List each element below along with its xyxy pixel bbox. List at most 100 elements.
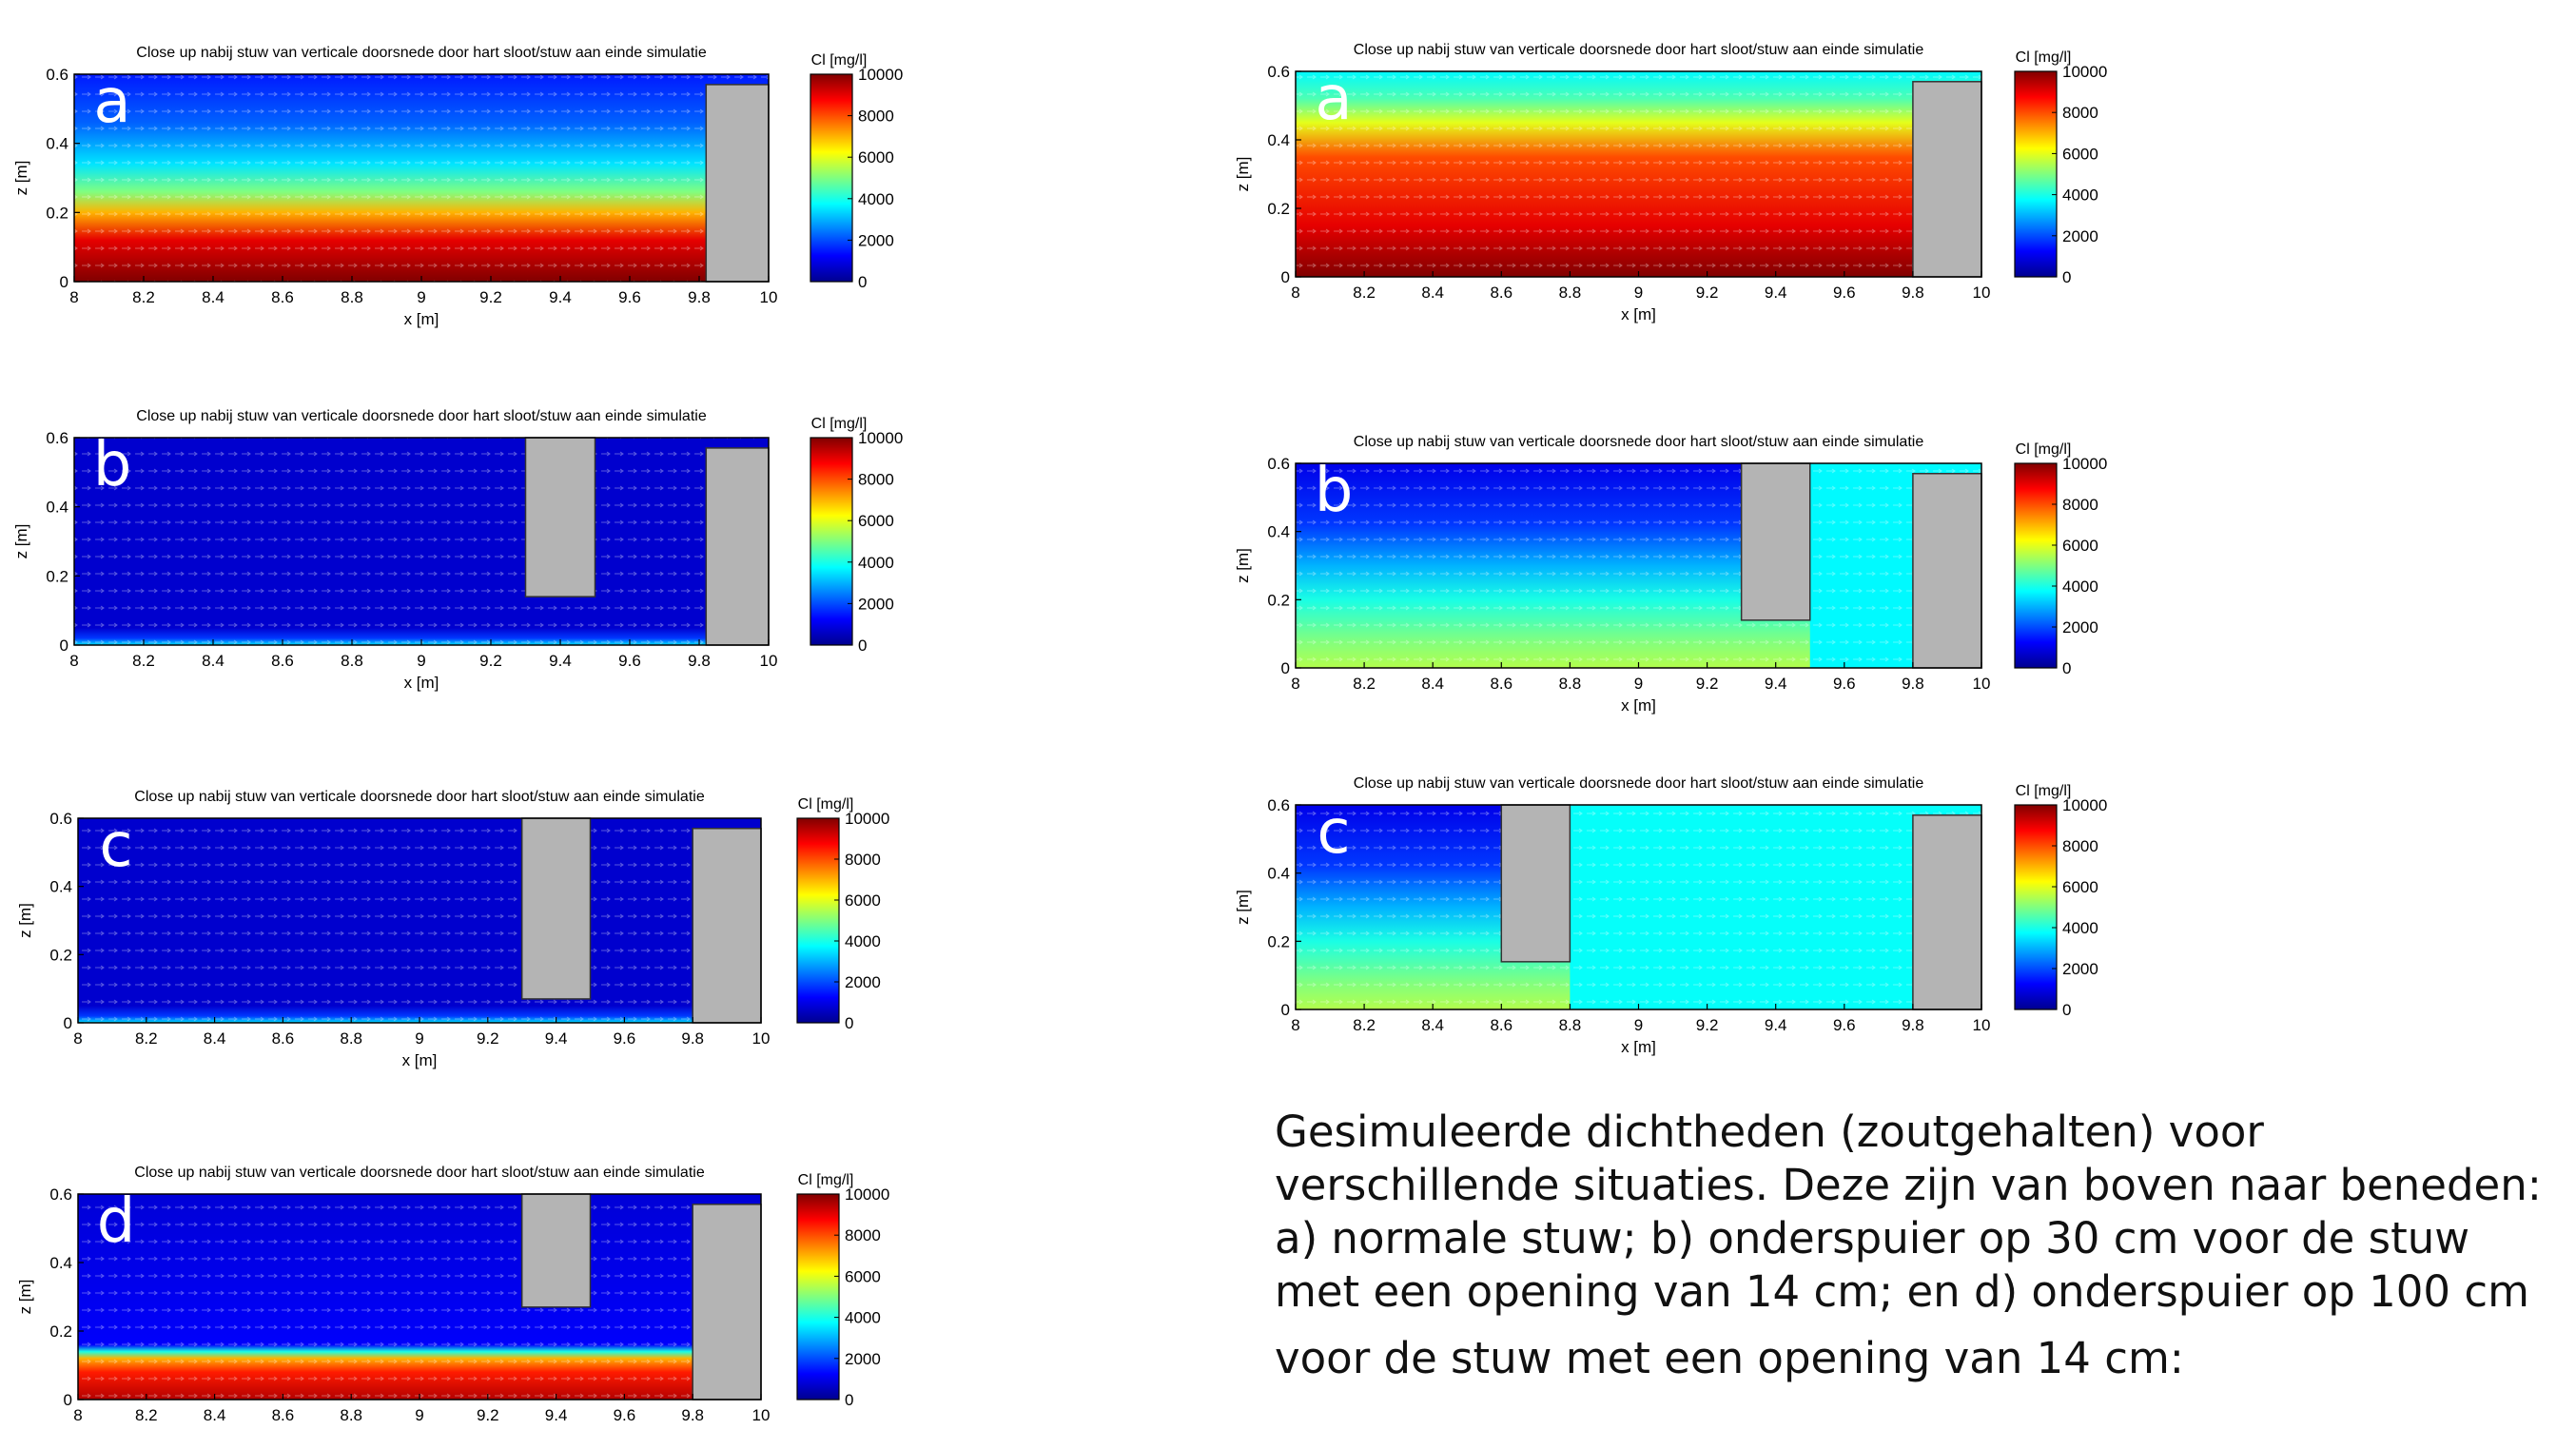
x-tick-label: 8 (1291, 1016, 1299, 1034)
colorbar-tick-label: 2000 (2062, 618, 2098, 637)
x-tick-label: 8.4 (1421, 675, 1444, 693)
x-tick-label: 10 (752, 1029, 771, 1048)
weir (1912, 814, 1982, 1010)
chart-panel-7: 8 8.2 8.4 8.6 8.8 9 9.2 9.4 9.6 9.8 10 0 0.2 0.4 0.6 x … (1234, 775, 2107, 1056)
colorbar-tick-label: 4000 (845, 932, 881, 950)
x-tick-label: 9.2 (1696, 1016, 1719, 1034)
colorbar-tick-label: 8000 (845, 1226, 881, 1244)
colorbar-tick-label: 8000 (2062, 496, 2098, 514)
x-tick-label: 8.4 (202, 288, 224, 306)
x-tick-label: 8.4 (1421, 284, 1444, 302)
y-tick-label: 0.4 (1267, 131, 1290, 149)
x-tick-label: 10 (1973, 675, 1991, 693)
y-tick-label: 0.6 (1267, 63, 1290, 81)
x-axis-label: x [m] (1621, 696, 1656, 715)
x-tick-label: 8.4 (1421, 1016, 1444, 1034)
chart-title: Close up nabij stuw van verticale doorsn… (1354, 434, 1924, 450)
chart-panel-2: 8 8.2 8.4 8.6 8.8 9 9.2 9.4 9.6 9.8 10 0 0.2 0.4 0.6 x … (12, 408, 903, 692)
colorbar (2014, 462, 2058, 669)
underflow-gate (1740, 462, 1811, 621)
chart-panel-3: 8 8.2 8.4 8.6 8.8 9 9.2 9.4 9.6 9.8 10 0 0.2 0.4 0.6 x … (16, 789, 889, 1069)
chart-title: Close up nabij stuw van verticale doorsn… (134, 789, 705, 805)
x-tick-label: 9 (1634, 284, 1643, 302)
y-tick-label: 0.2 (46, 204, 68, 222)
y-tick-label: 0.4 (1267, 865, 1290, 883)
colorbar-tick-label: 2000 (845, 973, 881, 991)
y-tick-label: 0 (64, 1391, 72, 1409)
y-tick-label: 0 (60, 273, 68, 291)
x-tick-label: 8.4 (204, 1029, 226, 1048)
colorbar-tick-label: 6000 (2062, 878, 2098, 896)
colorbar-tick-label: 0 (858, 637, 867, 655)
y-tick-label: 0 (60, 637, 68, 655)
x-axis-label: x [m] (1621, 305, 1656, 323)
velocity-vectors (74, 74, 769, 282)
colorbar-tick-label: 0 (2062, 659, 2071, 677)
x-tick-label: 9.6 (1833, 675, 1856, 693)
colorbar-tick-label: 0 (845, 1014, 853, 1032)
x-tick-label: 9.8 (681, 1406, 704, 1424)
x-tick-label: 8.8 (340, 1406, 362, 1424)
y-tick-label: 0 (1281, 268, 1290, 286)
colorbar-tick-label: 2000 (858, 595, 894, 613)
x-tick-label: 9.8 (1902, 284, 1924, 302)
colorbar-tick-label: 4000 (858, 554, 894, 572)
y-tick-label: 0 (64, 1014, 72, 1032)
colorbar-tick-label: 6000 (845, 891, 881, 910)
x-tick-label: 8.2 (135, 1029, 158, 1048)
x-tick-label: 9.4 (549, 652, 572, 670)
colorbar-tick-label: 6000 (2062, 537, 2098, 555)
x-tick-label: 9 (1634, 675, 1643, 693)
y-tick-label: 0.6 (46, 429, 68, 447)
x-tick-label: 9.2 (477, 1029, 499, 1048)
x-tick-label: 9.4 (545, 1029, 568, 1048)
x-tick-label: 9.8 (688, 652, 711, 670)
colorbar (2014, 70, 2058, 278)
x-tick-label: 9.2 (479, 288, 502, 306)
velocity-vectors (78, 818, 761, 1023)
colorbar (2014, 804, 2058, 1010)
colorbar-tick-label: 10000 (2062, 455, 2107, 473)
x-tick-label: 10 (1973, 284, 1991, 302)
panel-letter: a (1315, 64, 1352, 134)
x-tick-label: 9.6 (618, 288, 641, 306)
x-tick-label: 9 (417, 652, 425, 670)
colorbar-tick-label: 2000 (2062, 227, 2098, 245)
x-tick-label: 9.2 (1696, 284, 1719, 302)
panel-letter: d (97, 1186, 136, 1257)
x-tick-label: 8 (73, 1029, 82, 1048)
y-axis-label: z [m] (1234, 890, 1252, 925)
colorbar-tick-label: 0 (858, 273, 867, 291)
x-tick-label: 8.2 (132, 652, 155, 670)
x-tick-label: 8.2 (1353, 284, 1376, 302)
x-tick-label: 8.8 (341, 652, 363, 670)
x-tick-label: 8.4 (204, 1406, 226, 1424)
weir (692, 828, 762, 1024)
colorbar-tick-label: 6000 (845, 1267, 881, 1285)
x-tick-label: 9.2 (477, 1406, 499, 1424)
y-tick-label: 0.2 (49, 946, 72, 964)
x-tick-label: 9 (417, 288, 425, 306)
x-tick-label: 8.2 (1353, 1016, 1376, 1034)
x-tick-label: 9.4 (545, 1406, 568, 1424)
chart-panel-4: 8 8.2 8.4 8.6 8.8 9 9.2 9.4 9.6 9.8 10 0 0.2 0.4 0.6 x … (16, 1165, 889, 1430)
x-axis-label: x [m] (402, 1051, 438, 1069)
chart-panel-5: 8 8.2 8.4 8.6 8.8 9 9.2 9.4 9.6 9.8 10 0 0.2 0.4 0.6 x … (1234, 42, 2107, 323)
y-tick-label: 0.4 (46, 499, 68, 517)
x-tick-label: 10 (760, 288, 778, 306)
y-tick-label: 0.2 (1267, 932, 1290, 950)
y-tick-label: 0.4 (1267, 523, 1290, 541)
caption-line-1: Gesimuleerde dichtheden (zoutgehalten) v… (1275, 1107, 2264, 1157)
caption-line-2: verschillende situaties. Deze zijn van b… (1275, 1160, 2542, 1210)
colorbar-tick-label: 8000 (858, 108, 894, 126)
x-tick-label: 8.6 (1490, 675, 1512, 693)
y-tick-label: 0.6 (1267, 455, 1290, 473)
caption-line-4: met een opening van 14 cm; en d) ondersp… (1275, 1266, 2529, 1317)
x-tick-label: 9 (1634, 1016, 1643, 1034)
colorbar-tick-label: 8000 (845, 851, 881, 869)
x-tick-label: 10 (1973, 1016, 1991, 1034)
x-tick-label: 8 (1291, 284, 1299, 302)
y-tick-label: 0.6 (49, 810, 72, 828)
chart-title: Close up nabij stuw van verticale doorsn… (136, 45, 707, 61)
